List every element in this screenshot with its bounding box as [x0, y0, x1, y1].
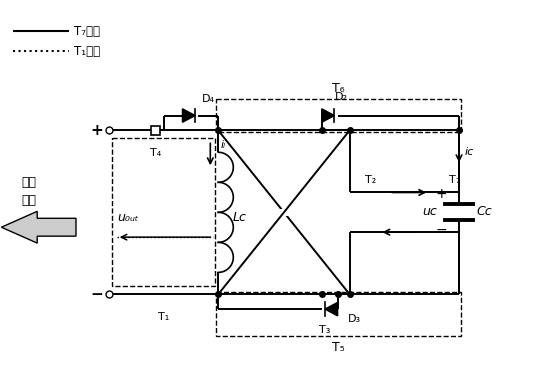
Text: T₃: T₃ — [319, 325, 331, 335]
Text: T₁开通: T₁开通 — [74, 44, 100, 58]
Text: −: − — [435, 223, 447, 237]
Polygon shape — [183, 109, 195, 122]
Text: iᴄ: iᴄ — [465, 147, 474, 157]
Bar — [112, 138, 215, 286]
Text: Cᴄ: Cᴄ — [477, 205, 493, 218]
Text: T₁: T₁ — [158, 312, 169, 322]
Text: T₇开通: T₇开通 — [74, 25, 100, 38]
Text: T₂: T₂ — [365, 175, 376, 185]
Text: u₀ᵤₜ: u₀ᵤₜ — [117, 211, 138, 224]
Text: +: + — [90, 123, 103, 138]
Text: 接逆: 接逆 — [22, 176, 37, 189]
Text: D₄: D₄ — [202, 94, 215, 103]
Polygon shape — [2, 211, 76, 243]
Bar — [151, 126, 160, 135]
Bar — [216, 99, 461, 132]
Text: T₆: T₆ — [332, 82, 345, 95]
Text: iₗ: iₗ — [220, 140, 225, 150]
Polygon shape — [322, 109, 334, 122]
Text: +: + — [435, 187, 447, 201]
Text: 变器: 变器 — [22, 194, 37, 207]
Text: T₅: T₅ — [332, 341, 345, 354]
Text: D₂: D₂ — [334, 92, 347, 102]
Polygon shape — [325, 302, 338, 316]
Text: Lᴄ: Lᴄ — [232, 211, 246, 224]
Text: T₄: T₄ — [150, 148, 161, 158]
Text: T₇: T₇ — [449, 175, 460, 185]
Text: −: − — [90, 287, 103, 302]
Text: uᴄ: uᴄ — [422, 205, 437, 218]
Bar — [216, 292, 461, 336]
Text: D₃: D₃ — [347, 314, 361, 324]
